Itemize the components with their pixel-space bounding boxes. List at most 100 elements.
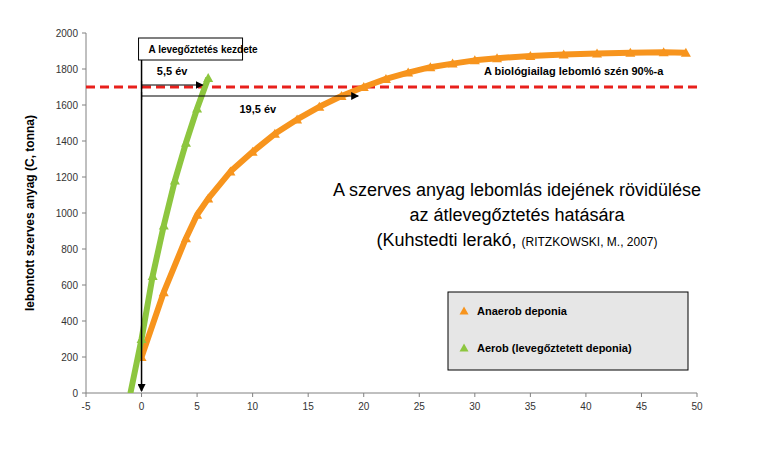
y-tick <box>82 105 86 106</box>
legend-swatch <box>460 344 469 352</box>
x-tick-label: -5 <box>82 401 91 412</box>
x-tick <box>641 393 642 397</box>
data-point <box>203 194 213 203</box>
annotation-arrow <box>141 60 143 391</box>
data-point <box>192 104 202 113</box>
x-tick <box>252 393 253 397</box>
y-tick <box>82 213 86 214</box>
annotation-arrow <box>142 84 203 85</box>
y-tick-label: 1400 <box>56 136 79 147</box>
y-tick-label: 0 <box>72 388 78 399</box>
x-tick <box>419 393 420 397</box>
data-point <box>159 221 169 230</box>
data-point <box>425 62 435 71</box>
annotation-arrow-start <box>141 92 142 100</box>
x-tick <box>141 393 142 397</box>
data-point <box>292 114 302 123</box>
legend-box <box>448 292 688 370</box>
x-axis-line <box>86 393 697 394</box>
x-tick <box>86 393 87 397</box>
data-point <box>492 53 502 62</box>
data-point <box>170 176 180 185</box>
annotation-arrow <box>142 95 359 96</box>
x-tick-label: 5 <box>194 401 200 412</box>
y-tick-label: 2000 <box>56 28 79 39</box>
x-tick-label: 35 <box>525 401 537 412</box>
y-tick <box>82 321 86 322</box>
y-tick-label: 400 <box>61 316 78 327</box>
data-point <box>525 51 535 60</box>
data-point <box>559 50 569 59</box>
data-point <box>270 129 280 138</box>
annotation-text: 5,5 év <box>157 65 188 77</box>
y-axis-label: lebontott szerves anyag (C, tonna) <box>23 115 37 311</box>
reference-label: A biológiailag lebomló szén 90%-a <box>484 65 664 77</box>
data-point <box>248 147 258 156</box>
data-point <box>181 138 191 147</box>
reference-line <box>86 86 697 89</box>
x-tick-label: 0 <box>139 401 145 412</box>
y-tick-label: 1800 <box>56 64 79 75</box>
data-point <box>681 48 691 57</box>
subtitle-main: (Kuhstedti lerakó, <box>376 230 521 250</box>
x-tick <box>474 393 475 397</box>
y-tick <box>82 357 86 358</box>
annotation-text: A levegőztetés kezdete <box>149 44 259 55</box>
data-point <box>359 82 369 91</box>
data-point <box>148 271 158 280</box>
y-tick-label: 1000 <box>56 208 79 219</box>
x-tick-label: 45 <box>636 401 648 412</box>
x-tick <box>530 393 531 397</box>
subtitle-source: (RITZKOWSKI, M., 2007) <box>522 235 658 249</box>
y-tick <box>82 141 86 142</box>
data-point <box>225 167 235 176</box>
data-point <box>203 73 213 82</box>
chart-svg: 0 200 400 600 800 1000 1200 1400 1600 1800 2000 -5 0… <box>0 0 757 449</box>
x-tick-label: 30 <box>469 401 481 412</box>
y-tick-label: 600 <box>61 280 78 291</box>
legend: Anaerob deponia Aerob (levegőztetett depo… <box>448 292 688 370</box>
legend-label: Aerob (levegőztetett deponia) <box>477 342 632 354</box>
x-tick <box>697 393 698 397</box>
title: az átlevegőztetés hatására <box>409 205 625 225</box>
data-point <box>181 233 191 242</box>
y-tick <box>82 69 86 70</box>
y-tick <box>82 177 86 178</box>
chart-root: 0 200 400 600 800 1000 1200 1400 1600 1800 2000 -5 0… <box>0 0 757 449</box>
y-tick-label: 1600 <box>56 100 79 111</box>
data-point <box>448 59 458 68</box>
y-tick-label: 800 <box>61 244 78 255</box>
data-point <box>592 49 602 58</box>
data-point <box>159 287 169 296</box>
y-tick-label: 1200 <box>56 172 79 183</box>
data-point <box>403 68 413 77</box>
x-tick-label: 10 <box>247 401 259 412</box>
plot-area <box>125 47 690 393</box>
legend-label: Anaerob deponia <box>477 305 568 317</box>
x-tick-label: 15 <box>303 401 315 412</box>
x-tick <box>197 393 198 397</box>
data-point <box>192 210 202 219</box>
y-tick <box>82 393 86 394</box>
y-tick <box>82 285 86 286</box>
data-point <box>659 47 669 56</box>
data-point <box>470 55 480 64</box>
y-tick <box>82 33 86 34</box>
data-point <box>625 48 635 57</box>
data-point <box>314 102 324 111</box>
x-tick <box>585 393 586 397</box>
data-point <box>381 74 391 83</box>
title: A szerves anyag lebomlás idejének rövidü… <box>333 180 701 200</box>
x-tick <box>363 393 364 397</box>
y-tick <box>82 249 86 250</box>
legend-swatch <box>460 307 469 315</box>
annotation-text: 19,5 év <box>240 103 278 115</box>
data-point <box>125 388 135 393</box>
subtitle: (Kuhstedti lerakó, (RITZKOWSKI, M., 2007… <box>376 230 657 250</box>
x-tick <box>308 393 309 397</box>
x-tick-label: 50 <box>691 401 703 412</box>
x-tick-label: 25 <box>414 401 426 412</box>
x-tick-label: 20 <box>358 401 370 412</box>
y-tick-label: 200 <box>61 352 78 363</box>
annotation-arrow-start <box>141 81 142 89</box>
